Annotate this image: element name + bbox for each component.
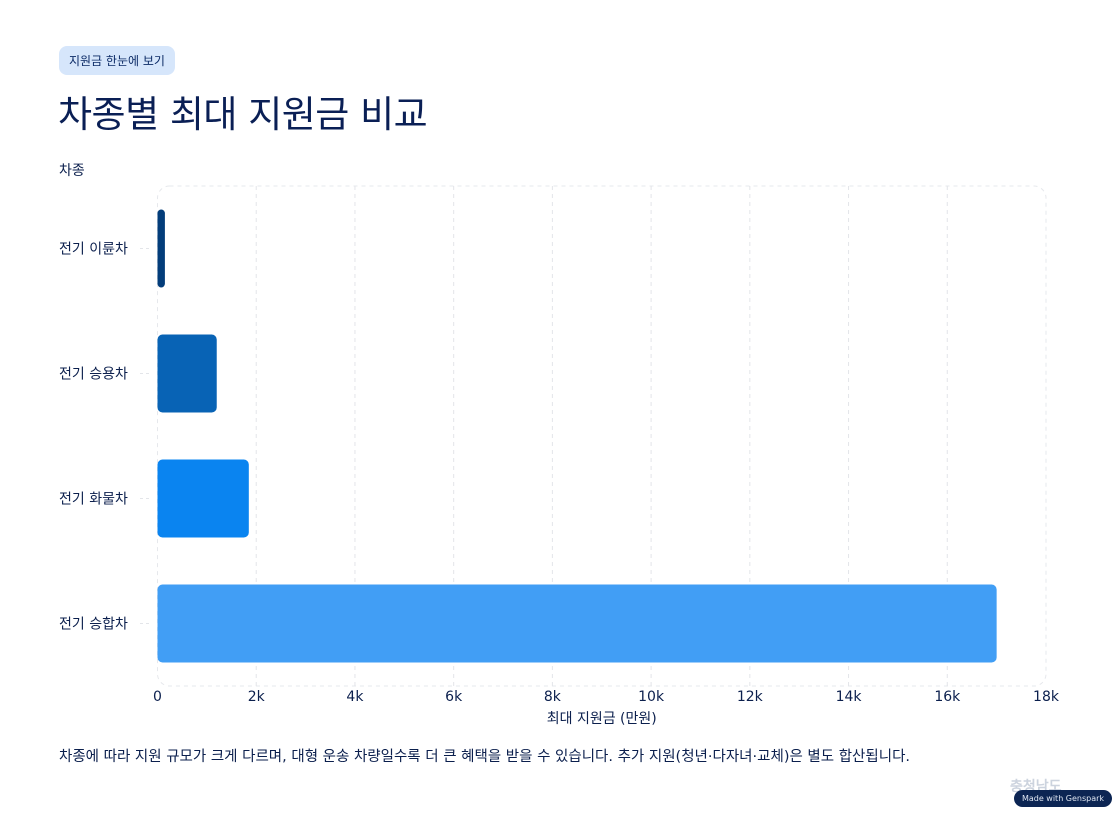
x-tick-label: 12k xyxy=(737,689,764,705)
bar xyxy=(157,334,217,413)
x-tick-label: 6k xyxy=(445,689,463,705)
x-tick-label: 4k xyxy=(346,689,364,705)
bar xyxy=(157,459,249,538)
x-tick-label: 0 xyxy=(153,689,162,705)
y-tick-label: 전기 화물차 xyxy=(59,492,128,508)
section-badge: 지원금 한눈에 보기 xyxy=(59,46,175,75)
x-tick-label: 14k xyxy=(836,689,863,705)
bar-chart: 0 2k 4k 6k 8k 10k 12k 14k 16k 18k 최대 지원금 (만원) 전기 이륜… xyxy=(59,185,1060,727)
bar xyxy=(157,584,997,663)
y-tick-label: 전기 승용차 xyxy=(59,367,128,383)
y-axis-label: 차종 xyxy=(59,163,85,179)
y-tick-label: 전기 승합차 xyxy=(59,617,128,633)
made-with-badge[interactable]: Made with Genspark xyxy=(1014,790,1112,807)
y-tick-label: 전기 이륜차 xyxy=(59,242,128,258)
x-tick-label: 10k xyxy=(638,689,665,705)
x-tick-label: 16k xyxy=(934,689,961,705)
x-axis-label: 최대 지원금 (만원) xyxy=(547,711,657,727)
plot-frame xyxy=(157,185,1047,687)
chart-caption: 차종에 따라 지원 규모가 크게 다르며, 대형 운송 차량일수록 더 큰 혜택… xyxy=(59,749,911,765)
x-tick-label: 8k xyxy=(544,689,562,705)
page-title: 차종별 최대 지원금 비교 xyxy=(58,93,428,136)
x-tick-label: 18k xyxy=(1033,689,1060,705)
x-tick-label: 2k xyxy=(248,689,266,705)
bar xyxy=(157,209,165,288)
